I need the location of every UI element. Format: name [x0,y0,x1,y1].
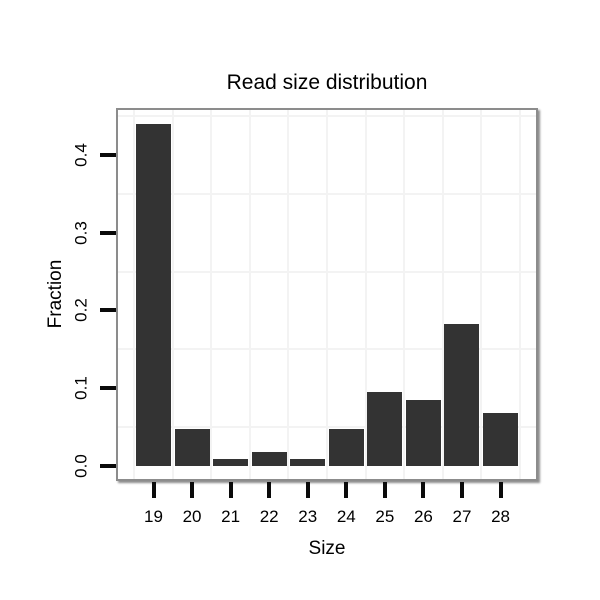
x-tick-label: 27 [452,507,472,526]
vertical-gridline [287,110,290,479]
y-axis-title-text: Fraction [45,259,66,329]
x-tick-label: 21 [221,507,241,526]
vertical-gridline [248,110,251,479]
bar-size-27 [444,324,480,466]
chart-title: Read size distribution [226,71,428,94]
horizontal-gridline [118,426,536,429]
bar-size-19 [136,123,171,466]
bar-size-22 [251,451,287,466]
y-tick [100,230,116,235]
x-axis-title: Size [308,538,346,559]
x-tick [459,482,464,498]
x-tick-label: 25 [375,507,395,526]
bar-size-25 [367,392,403,466]
vertical-gridline [133,110,136,479]
x-tick-label: 23 [298,507,318,526]
plot-panel [116,108,538,481]
x-tick-label: 24 [336,507,356,526]
y-tick-label: 0.4 [71,142,91,167]
x-tick-label: 28 [491,507,510,526]
vertical-gridline [441,110,444,479]
horizontal-gridline [118,114,536,117]
horizontal-gridline [118,348,536,351]
vertical-gridline [210,110,213,479]
x-tick-label: 22 [259,507,279,526]
bar-size-23 [290,458,326,466]
y-tick [100,464,116,468]
x-tick-label: 26 [413,507,433,526]
vertical-gridline [364,110,367,479]
x-tick [421,482,426,498]
x-tick [267,482,272,498]
vertical-gridline [518,110,521,479]
bar-size-21 [213,458,249,466]
x-tick-label: 20 [182,507,202,526]
horizontal-gridline [118,192,536,195]
vertical-gridline [403,110,406,479]
bar-size-26 [405,399,441,466]
bar-size-24 [328,429,364,466]
y-tick [100,308,116,313]
bar-size-20 [174,429,210,466]
horizontal-gridline [118,270,536,273]
y-tick-label: 0.2 [71,298,91,323]
y-tick [100,386,116,391]
x-tick [305,482,310,498]
x-tick [190,482,195,498]
vertical-gridline [171,110,174,479]
y-tick-label: 0.0 [71,454,91,478]
y-tick [100,152,116,157]
x-tick [151,482,156,498]
vertical-gridline [480,110,483,479]
bar-size-28 [483,413,519,466]
y-tick-label: 0.1 [71,376,91,401]
x-tick-label: 19 [144,507,163,526]
y-tick-label: 0.3 [71,220,91,245]
x-tick [228,482,233,498]
vertical-gridline [326,110,329,479]
x-tick [498,482,503,498]
x-tick [344,482,349,498]
x-tick [382,482,387,498]
